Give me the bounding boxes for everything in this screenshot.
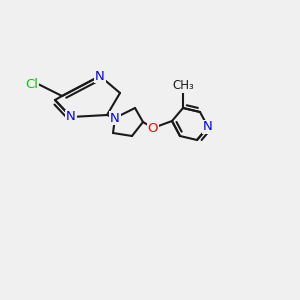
Text: CH₃: CH₃ [172, 79, 194, 92]
Text: N: N [203, 121, 213, 134]
Text: N: N [110, 112, 120, 124]
Text: O: O [148, 122, 158, 134]
Text: N: N [66, 110, 76, 124]
Text: N: N [95, 70, 105, 83]
Text: Cl: Cl [25, 77, 38, 91]
